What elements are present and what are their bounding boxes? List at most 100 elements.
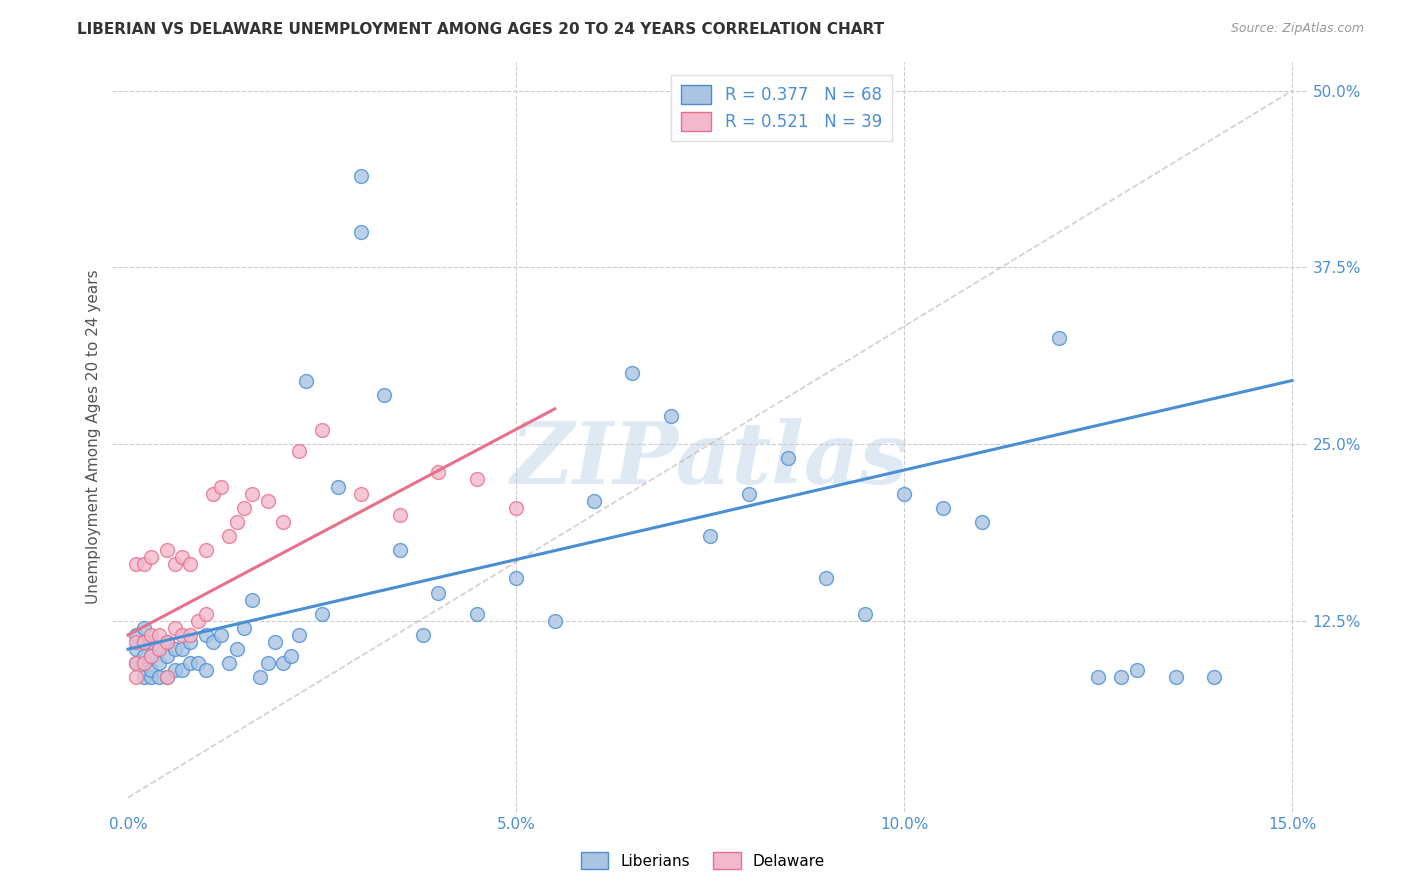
Point [132, 670, 155, 684]
Point [148, 642, 170, 657]
Point [311, 607, 333, 621]
Point [141, 550, 163, 565]
Point [125, 657, 148, 671]
Point [179, 657, 201, 671]
Point [932, 500, 955, 515]
Y-axis label: Unemployment Among Ages 20 to 24 years: Unemployment Among Ages 20 to 24 years [86, 269, 101, 605]
Point [209, 628, 232, 642]
Point [544, 614, 567, 628]
Point [853, 607, 876, 621]
Point [163, 558, 186, 572]
Point [194, 628, 217, 642]
Point [202, 486, 225, 500]
Point [280, 649, 302, 664]
Point [156, 670, 179, 684]
Point [148, 642, 170, 657]
Point [465, 473, 488, 487]
Point [699, 529, 721, 543]
Point [373, 387, 395, 401]
Point [287, 444, 309, 458]
Point [815, 571, 838, 585]
Point [156, 635, 179, 649]
Point [132, 558, 155, 572]
Point [505, 500, 527, 515]
Point [427, 585, 450, 599]
Point [172, 664, 194, 678]
Point [465, 607, 488, 621]
Point [427, 466, 450, 480]
Point [388, 508, 411, 522]
Point [132, 635, 155, 649]
Point [141, 649, 163, 664]
Point [271, 657, 294, 671]
Point [125, 642, 148, 657]
Point [125, 558, 148, 572]
Point [295, 374, 318, 388]
Point [287, 628, 309, 642]
Point [249, 670, 271, 684]
Point [776, 451, 799, 466]
Point [240, 486, 263, 500]
Point [970, 515, 993, 529]
Point [148, 657, 170, 671]
Point [1111, 670, 1133, 684]
Text: LIBERIAN VS DELAWARE UNEMPLOYMENT AMONG AGES 20 TO 24 YEARS CORRELATION CHART: LIBERIAN VS DELAWARE UNEMPLOYMENT AMONG … [77, 22, 884, 37]
Point [179, 558, 201, 572]
Point [271, 515, 294, 529]
Point [179, 635, 201, 649]
Point [350, 169, 373, 183]
Point [311, 423, 333, 437]
Point [1126, 664, 1149, 678]
Point [125, 628, 148, 642]
Point [350, 486, 373, 500]
Point [125, 635, 148, 649]
Point [256, 493, 278, 508]
Point [388, 543, 411, 558]
Point [893, 486, 915, 500]
Point [172, 628, 194, 642]
Point [125, 670, 148, 684]
Point [163, 664, 186, 678]
Point [256, 657, 278, 671]
Legend: R = 0.377   N = 68, R = 0.521   N = 39: R = 0.377 N = 68, R = 0.521 N = 39 [672, 75, 891, 141]
Legend: Liberians, Delaware: Liberians, Delaware [575, 846, 831, 875]
Point [582, 493, 605, 508]
Point [156, 670, 179, 684]
Point [225, 642, 247, 657]
Point [233, 500, 256, 515]
Point [141, 664, 163, 678]
Point [141, 670, 163, 684]
Point [179, 628, 201, 642]
Point [194, 664, 217, 678]
Point [412, 628, 434, 642]
Text: ZIPatlas: ZIPatlas [510, 417, 910, 501]
Point [148, 628, 170, 642]
Point [163, 642, 186, 657]
Point [194, 543, 217, 558]
Point [163, 621, 186, 635]
Point [187, 614, 209, 628]
Point [1164, 670, 1187, 684]
Point [172, 642, 194, 657]
Point [141, 628, 163, 642]
Point [141, 635, 163, 649]
Point [125, 657, 148, 671]
Point [738, 486, 761, 500]
Point [350, 225, 373, 239]
Point [141, 649, 163, 664]
Point [1204, 670, 1226, 684]
Point [156, 635, 179, 649]
Point [326, 479, 349, 493]
Point [1047, 331, 1070, 345]
Point [233, 621, 256, 635]
Point [505, 571, 527, 585]
Point [621, 367, 644, 381]
Point [132, 657, 155, 671]
Point [225, 515, 247, 529]
Point [156, 649, 179, 664]
Point [156, 543, 179, 558]
Point [194, 607, 217, 621]
Point [132, 649, 155, 664]
Point [1087, 670, 1109, 684]
Point [264, 635, 287, 649]
